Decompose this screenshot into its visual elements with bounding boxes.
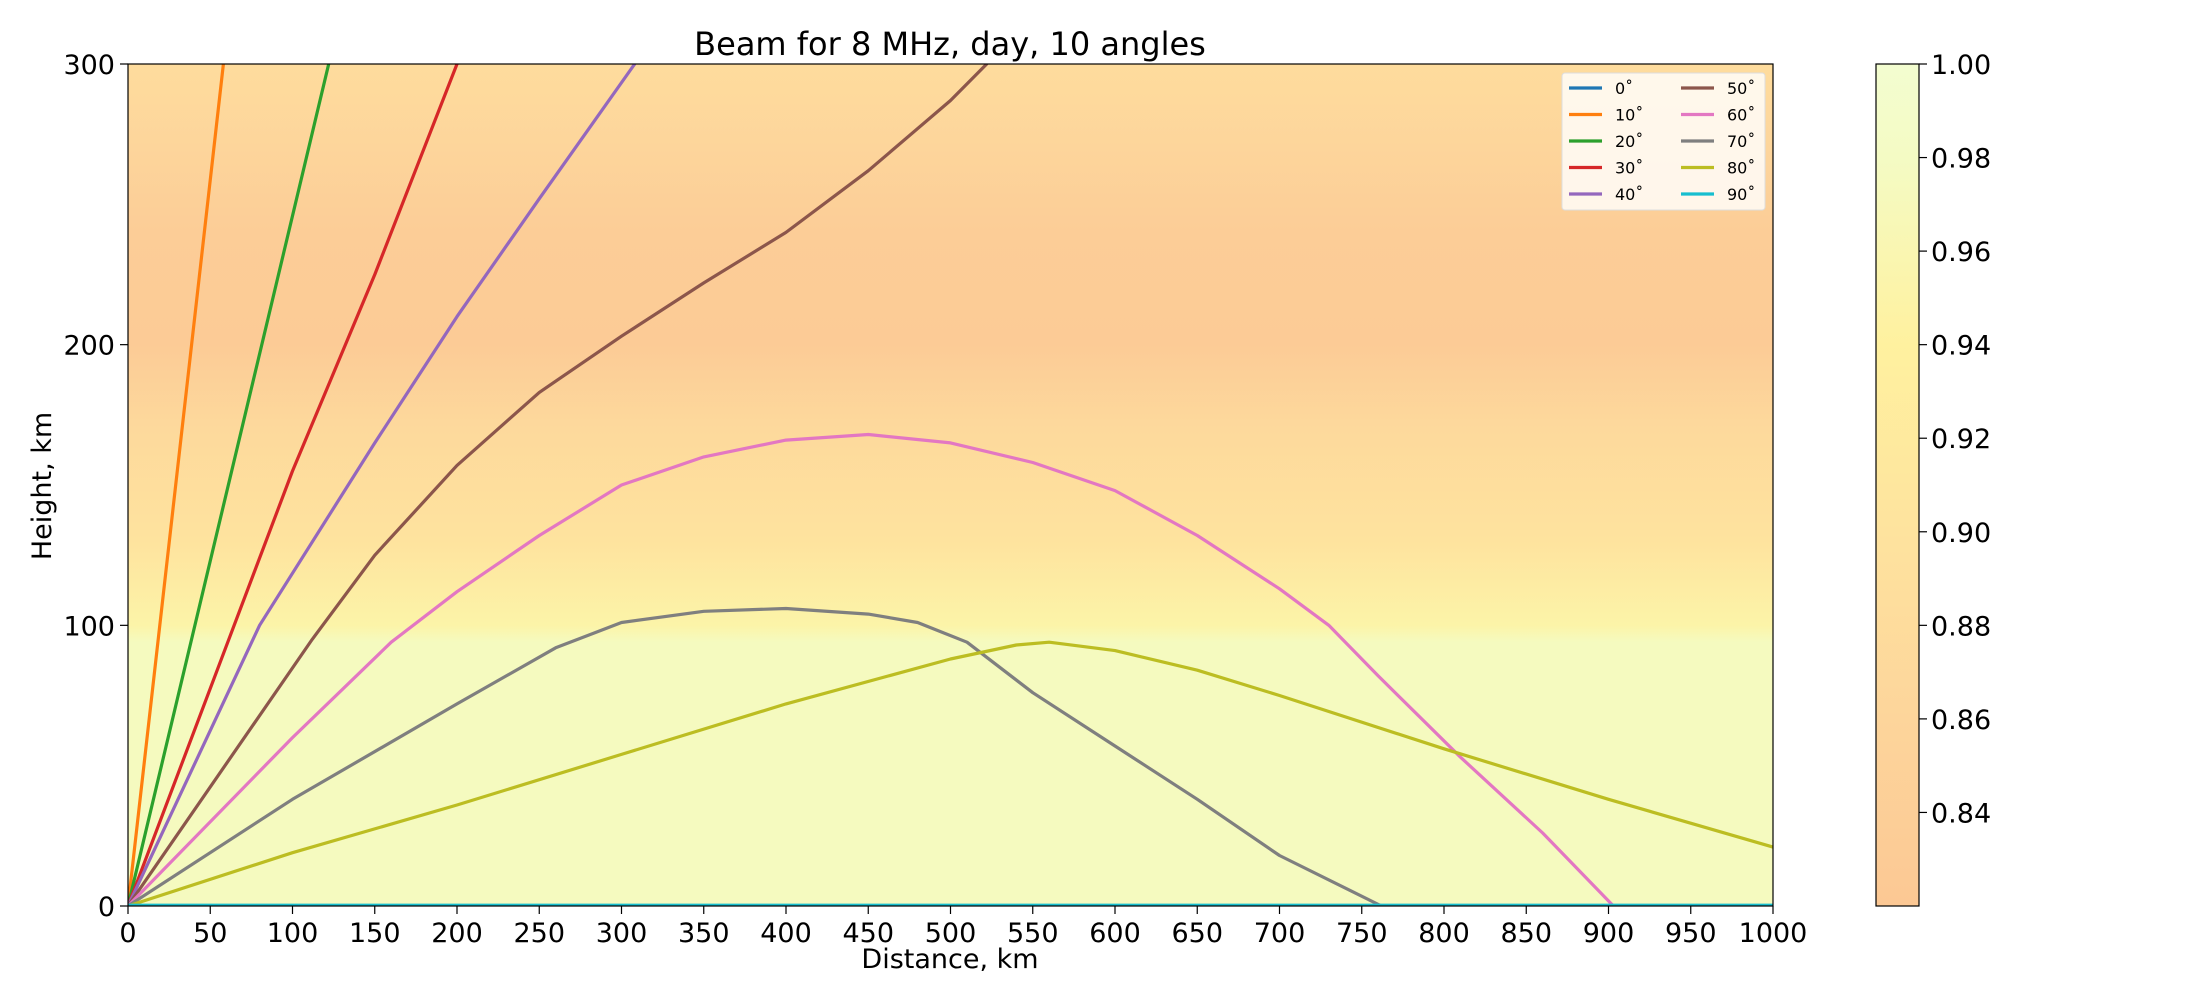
- x-tick-label: 850: [1500, 918, 1552, 949]
- x-axis: 0 50 100 150 200 250 300 350 400 450 500 550 600 650 7…: [119, 906, 1807, 949]
- colorbar-tick-label: 0.96: [1931, 237, 1991, 268]
- x-tick-label: 700: [1254, 918, 1306, 949]
- x-tick-label: 100: [267, 918, 319, 949]
- legend-label: 30˚: [1615, 159, 1643, 178]
- x-tick-label: 500: [925, 918, 977, 949]
- legend: 0˚ 10˚ 20˚ 30˚ 40˚ 50˚ 60˚ 70˚ 80˚ 90˚: [1561, 72, 1766, 211]
- legend-label: 60˚: [1727, 106, 1755, 125]
- y-axis: 0 100 200 300: [63, 50, 128, 923]
- legend-label: 40˚: [1615, 185, 1643, 204]
- series-line-4: [128, 64, 637, 906]
- series-line-8: [128, 640, 1773, 906]
- chart-title: Beam for 8 MHz, day, 10 angles: [694, 25, 1206, 63]
- legend-label: 20˚: [1615, 132, 1643, 151]
- legend-label: 10˚: [1615, 106, 1643, 125]
- legend-label: 70˚: [1727, 132, 1755, 151]
- legend-label: 0˚: [1615, 79, 1633, 98]
- colorbar-tick-label: 0.88: [1931, 611, 1991, 642]
- series-line-2: [128, 64, 331, 906]
- legend-box: [1561, 72, 1766, 211]
- y-tick-label: 100: [63, 611, 115, 642]
- x-tick-label: 600: [1089, 918, 1141, 949]
- legend-label: 80˚: [1727, 159, 1755, 178]
- legend-label: 90˚: [1727, 185, 1755, 204]
- series-line-3: [128, 64, 459, 906]
- x-axis-label: Distance, km: [861, 944, 1038, 975]
- colorbar-tick-label: 0.92: [1931, 424, 1991, 455]
- y-tick-label: 200: [63, 331, 115, 362]
- colorbar-tick-label: 0.90: [1931, 518, 1991, 549]
- series-line-6: [128, 432, 1615, 906]
- plot-background: [128, 64, 1773, 906]
- x-tick-label: 400: [760, 918, 812, 949]
- x-tick-label: 150: [349, 918, 401, 949]
- x-tick-label: 50: [193, 918, 227, 949]
- x-tick-label: 300: [596, 918, 648, 949]
- legend-label: 50˚: [1727, 79, 1755, 98]
- x-tick-label: 350: [678, 918, 730, 949]
- x-tick-label: 200: [431, 918, 483, 949]
- x-tick-label: 750: [1336, 918, 1388, 949]
- series-line-1: [128, 64, 225, 906]
- x-tick-label: 550: [1007, 918, 1059, 949]
- x-tick-label: 900: [1583, 918, 1635, 949]
- y-tick-label: 300: [63, 50, 115, 81]
- x-tick-label: 800: [1418, 918, 1470, 949]
- y-axis-label: Height, km: [27, 412, 58, 560]
- colorbar-tick-label: 0.94: [1931, 331, 1991, 362]
- x-tick-label: 950: [1665, 918, 1717, 949]
- series-line-5: [128, 64, 989, 906]
- colorbar-tick-label: 0.86: [1931, 705, 1991, 736]
- x-tick-label: 1000: [1739, 918, 1808, 949]
- series-line-7: [128, 606, 1384, 906]
- colorbar-axis: 0.84 0.86 0.88 0.90 0.92 0.94 0.96 0.98 1.00: [1919, 50, 1991, 829]
- x-tick-label: 250: [513, 918, 565, 949]
- y-tick-label: 0: [98, 892, 115, 923]
- colorbar: [1875, 63, 1920, 907]
- colorbar-tick-label: 1.00: [1931, 50, 1991, 81]
- colorbar-tick-label: 0.98: [1931, 144, 1991, 175]
- x-tick-label: 0: [119, 918, 136, 949]
- x-tick-label: 650: [1171, 918, 1223, 949]
- colorbar-tick-label: 0.84: [1931, 798, 1991, 829]
- x-tick-label: 450: [842, 918, 894, 949]
- series-layer: [128, 64, 1773, 906]
